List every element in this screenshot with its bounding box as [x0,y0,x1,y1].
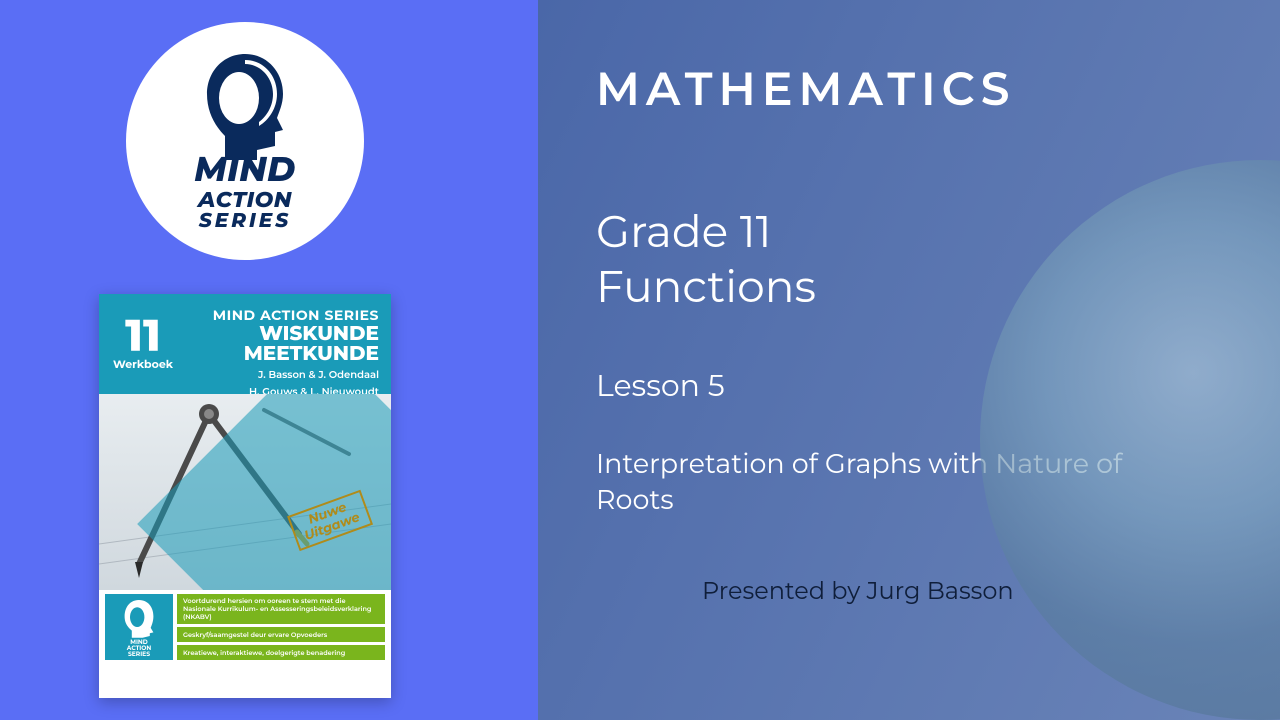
feature-bars-column: Voortdurend hersien om ooreen te stem me… [177,594,385,660]
book-footer [99,664,391,698]
brand-logo-badge: MIND ACTION SERIES [126,22,364,260]
book-grade-block: 11 Werkboek [99,294,187,394]
mini-logo-text: MINDACTIONSERIES [127,639,151,657]
book-authors-1: J. Basson & J. Odendaal [193,368,379,381]
book-header: 11 Werkboek MIND ACTION SERIES WISKUNDE … [99,294,391,394]
right-panel: MATHEMATICS Grade 11 Functions Lesson 5 … [538,0,1280,720]
book-grade-number: 11 [125,317,161,357]
book-subject-2: MEETKUNDE [193,344,379,364]
left-panel: MIND ACTION SERIES 11 Werkboek MIND ACTI… [0,0,538,720]
book-subject-1: WISKUNDE [193,324,379,344]
logo-line-2: ACTION [194,188,295,211]
brand-logo-text: MIND ACTION SERIES [194,152,295,232]
book-feature-bars: MINDACTIONSERIES Voortdurend hersien om … [99,590,391,664]
feature-bar: Voortdurend hersien om ooreen te stem me… [177,594,385,624]
textbook-cover: 11 Werkboek MIND ACTION SERIES WISKUNDE … [99,294,391,698]
logo-line-3: SERIES [194,211,295,232]
head-icon [195,50,295,160]
feature-bar: Geskryf/saamgestel deur ervare Opvoeders [177,627,385,642]
subject-heading: MATHEMATICS [596,60,1230,117]
feature-bar: Kreatiewe, interaktiewe, doelgerigte ben… [177,645,385,660]
book-title-block: MIND ACTION SERIES WISKUNDE MEETKUNDE J.… [187,294,391,394]
book-mini-logo: MINDACTIONSERIES [105,594,173,660]
book-grade-label: Werkboek [113,357,173,371]
book-cover-image: Nuwe Uitgawe [99,394,391,590]
